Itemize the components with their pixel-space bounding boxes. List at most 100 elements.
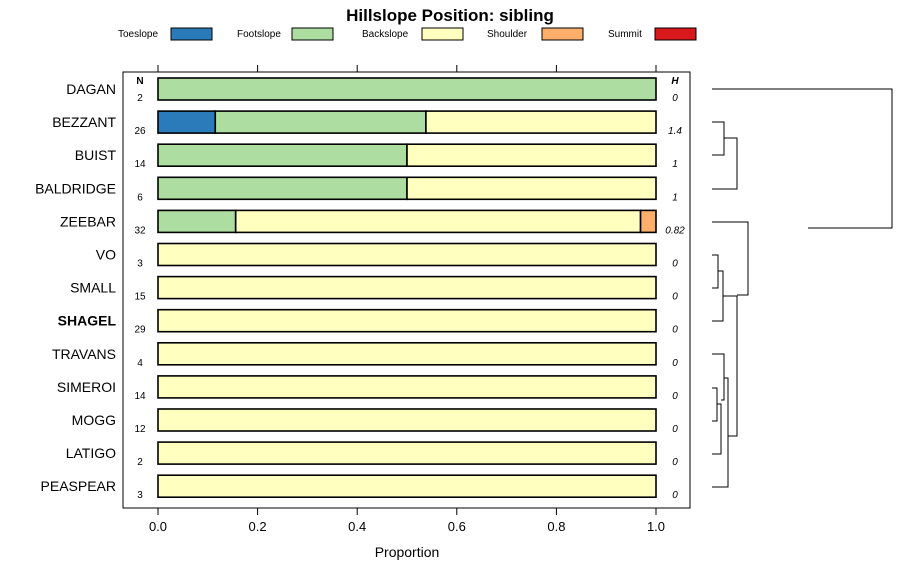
bar-segment-backslope — [157, 242, 657, 267]
dendrogram-branch-simeroi-mogg — [712, 387, 718, 422]
x-tick-label: 0.8 — [547, 519, 565, 534]
row-label: ZEEBAR — [60, 213, 116, 229]
legend-swatch-footslope — [291, 27, 334, 41]
h-value: 1 — [672, 192, 678, 203]
row-peaspear: PEASPEAR 3 0 — [41, 474, 678, 501]
legend-swatch-summit — [654, 27, 697, 41]
n-value: 15 — [134, 292, 146, 303]
dendrogram-branch-root — [712, 88, 893, 229]
dendrogram-branch-vo-small — [712, 254, 719, 289]
row-label: LATIGO — [66, 445, 116, 461]
h-value: 0 — [672, 93, 678, 104]
row-dagan: DAGAN 2 0 — [66, 77, 678, 104]
n-value: 14 — [134, 159, 146, 170]
dendrogram-branch-bezzant-buist — [712, 121, 725, 156]
bar-segment-backslope — [157, 441, 657, 465]
row-shagel: SHAGEL 29 0 — [58, 308, 678, 336]
row-label: VO — [96, 247, 116, 263]
bar-segment-backslope — [157, 308, 657, 333]
legend: Toeslope Footslope Backslope Shoulder Summit — [118, 27, 697, 41]
legend-label-summit: Summit — [608, 29, 642, 40]
bar-segment-backslope — [406, 176, 657, 201]
n-value: 2 — [137, 93, 143, 104]
n-value: 29 — [134, 325, 146, 336]
bar-segment-backslope — [157, 408, 657, 432]
n-value: 4 — [137, 358, 143, 369]
h-value: 0 — [672, 457, 678, 468]
bar-segment-footslope — [214, 110, 427, 134]
bar-segment-shoulder — [639, 209, 657, 234]
h-value: 0 — [672, 391, 678, 402]
n-value: 6 — [137, 192, 143, 203]
dendrogram-branch-travans — [712, 353, 725, 401]
n-value: 14 — [134, 391, 146, 402]
h-value: 0 — [672, 259, 678, 270]
bar-segment-backslope — [157, 375, 657, 399]
bar-segment-backslope — [406, 143, 657, 167]
x-tick-label: 1.0 — [647, 519, 665, 534]
bar-segment-footslope — [157, 176, 408, 201]
n-value: 12 — [134, 424, 146, 435]
row-label: SIMEROI — [57, 379, 116, 395]
n-column-header: N — [136, 76, 143, 87]
dendrogram-branch-baldridge — [712, 137, 738, 190]
row-label: MOGG — [72, 412, 116, 428]
plot-frame — [122, 71, 691, 509]
bar-segment-toeslope — [157, 110, 217, 134]
h-value: 0 — [672, 490, 678, 501]
h-value: 1 — [672, 159, 678, 170]
n-value: 26 — [134, 126, 146, 137]
bar-segment-footslope — [157, 77, 657, 101]
row-buist: BUIST 14 1 — [75, 143, 678, 170]
h-value: 0 — [672, 325, 678, 336]
bar-segment-backslope — [234, 209, 642, 234]
dendrogram-branch-peaspear — [712, 377, 729, 488]
row-label: DAGAN — [66, 81, 116, 97]
legend-label-shoulder: Shoulder — [487, 29, 528, 40]
bar-rows: DAGAN 2 0 BEZZANT 26 1.4 BUIST 14 1 BALDRIDGE 6 1 ZE… — [35, 77, 685, 501]
dendrogram-branch-lower — [723, 295, 738, 437]
x-axis-label: Proportion — [375, 544, 440, 560]
row-label: BALDRIDGE — [35, 180, 116, 196]
row-label: BEZZANT — [52, 114, 116, 130]
n-value: 3 — [137, 259, 143, 270]
row-label: TRAVANS — [52, 346, 116, 362]
x-tick-label: 0.6 — [448, 519, 466, 534]
row-latigo: LATIGO 2 0 — [66, 441, 678, 468]
bar-segment-footslope — [157, 209, 237, 234]
legend-swatch-toeslope — [170, 27, 213, 41]
row-label: BUIST — [75, 147, 117, 163]
legend-swatch-shoulder — [541, 27, 584, 41]
row-label: PEASPEAR — [41, 478, 116, 494]
h-value: 0 — [672, 292, 678, 303]
bar-segment-backslope — [157, 474, 657, 499]
n-value: 3 — [137, 490, 143, 501]
row-label: SHAGEL — [58, 313, 117, 329]
bar-segment-backslope — [425, 110, 657, 134]
bar-segment-footslope — [157, 143, 408, 167]
x-tick-label: 0.2 — [249, 519, 267, 534]
legend-label-toeslope: Toeslope — [118, 29, 158, 40]
row-mogg: MOGG 12 0 — [72, 408, 678, 435]
bar-segment-backslope — [157, 341, 657, 366]
h-value: 0 — [672, 424, 678, 435]
chart-title: Hillslope Position: sibling — [346, 6, 554, 25]
n-value: 32 — [134, 225, 146, 236]
h-value: 0 — [672, 358, 678, 369]
row-vo: VO 3 0 — [96, 242, 678, 270]
legend-label-footslope: Footslope — [237, 29, 281, 40]
x-axis: 0.0 0.2 0.4 0.6 0.8 1.0 — [149, 508, 665, 534]
legend-swatch-backslope — [421, 27, 464, 41]
row-zeebar: ZEEBAR 32 0.82 — [60, 209, 685, 236]
row-simeroi: SIMEROI 14 0 — [57, 375, 678, 402]
top-axis-ticks — [157, 65, 657, 72]
legend-label-backslope: Backslope — [362, 29, 409, 40]
row-small: SMALL 15 0 — [70, 275, 678, 303]
h-value: 0.82 — [665, 225, 685, 236]
h-value: 1.4 — [668, 126, 682, 137]
row-baldridge: BALDRIDGE 6 1 — [35, 176, 678, 203]
x-tick-label: 0.0 — [149, 519, 167, 534]
row-bezzant: BEZZANT 26 1.4 — [52, 110, 682, 137]
h-column-header: H — [671, 76, 679, 87]
